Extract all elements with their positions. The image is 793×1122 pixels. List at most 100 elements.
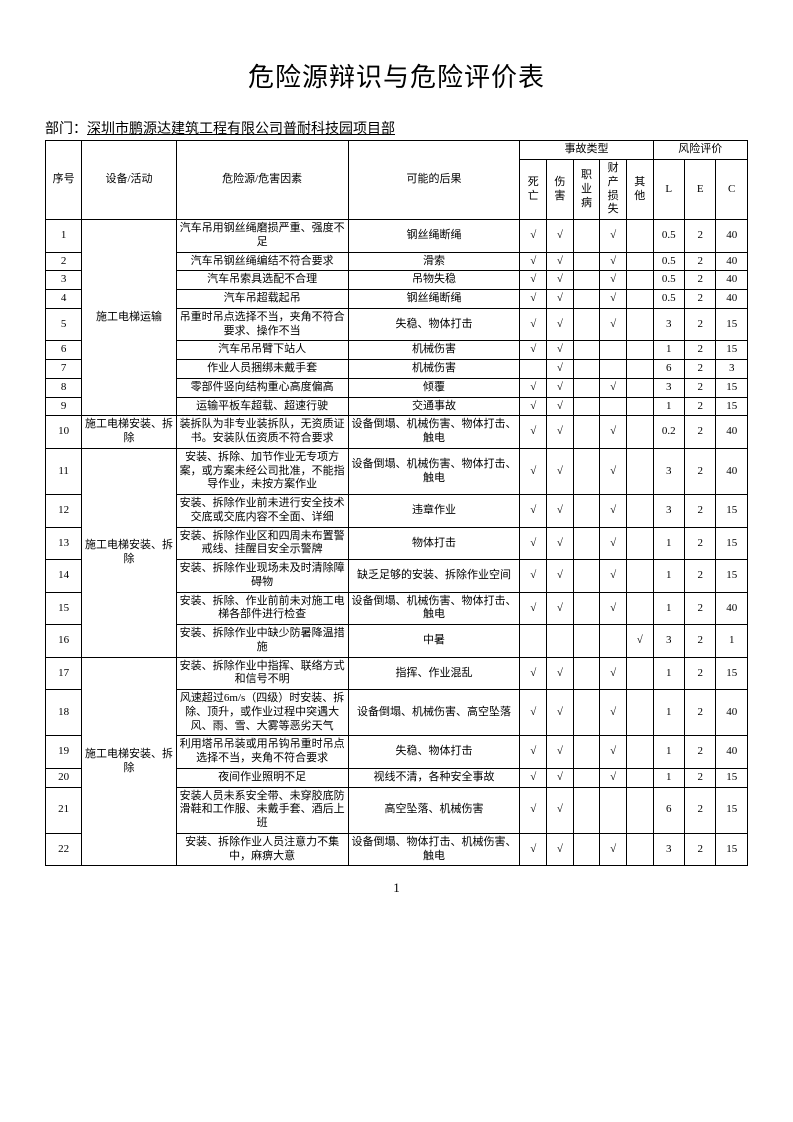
cell-seq: 21 — [46, 787, 82, 833]
cell-acc — [626, 220, 653, 253]
cell-acc: √ — [600, 378, 627, 397]
page-number: 1 — [45, 880, 748, 896]
cell-acc — [626, 290, 653, 309]
cell-risk: 2 — [685, 252, 716, 271]
cell-hazard: 安装人员未系安全带、未穿胶底防滑鞋和工作服、未戴手套、酒后上班 — [176, 787, 348, 833]
cell-risk: 40 — [716, 252, 748, 271]
cell-acc — [626, 448, 653, 494]
cell-risk: 15 — [716, 341, 748, 360]
cell-consequence: 设备倒塌、机械伤害、高空坠落 — [348, 690, 520, 736]
cell-risk: 40 — [716, 448, 748, 494]
cell-seq: 15 — [46, 592, 82, 625]
cell-hazard: 安装、拆除、作业前前未对施工电梯各部件进行检查 — [176, 592, 348, 625]
cell-consequence: 钢丝绳断绳 — [348, 220, 520, 253]
cell-acc: √ — [547, 560, 574, 593]
cell-risk: 15 — [716, 495, 748, 528]
cell-acc: √ — [520, 416, 547, 449]
cell-seq: 18 — [46, 690, 82, 736]
cell-acc: √ — [547, 220, 574, 253]
cell-risk: 3 — [653, 833, 684, 866]
cell-acc — [573, 690, 600, 736]
cell-acc — [573, 308, 600, 341]
risk-table: 序号 设备/活动 危险源/危害因素 可能的后果 事故类型 风险评价 死亡 伤害 … — [45, 140, 748, 866]
cell-acc: √ — [600, 768, 627, 787]
cell-acc: √ — [547, 252, 574, 271]
cell-acc: √ — [600, 220, 627, 253]
cell-seq: 20 — [46, 768, 82, 787]
cell-acc — [626, 527, 653, 560]
cell-hazard: 零部件竖向结构重心高度偏高 — [176, 378, 348, 397]
cell-acc — [573, 448, 600, 494]
cell-risk: 40 — [716, 290, 748, 309]
cell-acc: √ — [547, 657, 574, 690]
cell-acc — [573, 378, 600, 397]
cell-risk: 2 — [685, 397, 716, 416]
cell-consequence: 钢丝绳断绳 — [348, 290, 520, 309]
cell-acc — [573, 768, 600, 787]
cell-hazard: 运输平板车超载、超速行驶 — [176, 397, 348, 416]
cell-risk: 2 — [685, 657, 716, 690]
cell-consequence: 缺乏足够的安装、拆除作业空间 — [348, 560, 520, 593]
cell-acc: √ — [547, 736, 574, 769]
cell-hazard: 安装、拆除作业人员注意力不集中，麻痹大意 — [176, 833, 348, 866]
cell-risk: 0.5 — [653, 252, 684, 271]
cell-risk: 40 — [716, 416, 748, 449]
cell-acc: √ — [547, 768, 574, 787]
cell-consequence: 设备倒塌、机械伤害、物体打击、触电 — [348, 416, 520, 449]
cell-activity: 施工电梯运输 — [82, 220, 176, 416]
cell-acc: √ — [626, 625, 653, 658]
cell-acc: √ — [520, 271, 547, 290]
cell-acc: √ — [547, 592, 574, 625]
cell-acc — [573, 592, 600, 625]
cell-acc: √ — [600, 495, 627, 528]
cell-risk: 2 — [685, 271, 716, 290]
cell-risk: 1 — [653, 736, 684, 769]
cell-acc — [626, 252, 653, 271]
cell-risk: 0.2 — [653, 416, 684, 449]
cell-acc — [626, 833, 653, 866]
cell-risk: 1 — [653, 690, 684, 736]
th-accident-group: 事故类型 — [520, 141, 653, 160]
cell-acc: √ — [520, 308, 547, 341]
cell-risk: 15 — [716, 308, 748, 341]
th-activity: 设备/活动 — [82, 141, 176, 220]
cell-consequence: 违章作业 — [348, 495, 520, 528]
cell-acc: √ — [600, 560, 627, 593]
cell-risk: 2 — [685, 448, 716, 494]
cell-risk: 2 — [685, 625, 716, 658]
cell-acc — [626, 787, 653, 833]
cell-consequence: 失稳、物体打击 — [348, 308, 520, 341]
cell-risk: 3 — [653, 495, 684, 528]
cell-seq: 17 — [46, 657, 82, 690]
cell-acc — [626, 768, 653, 787]
cell-risk: 3 — [653, 448, 684, 494]
cell-acc — [547, 625, 574, 658]
cell-hazard: 安装、拆除作业前未进行安全技术交底或交底内容不全面、详细 — [176, 495, 348, 528]
cell-seq: 4 — [46, 290, 82, 309]
th-risk-l: L — [653, 160, 684, 220]
cell-risk: 6 — [653, 787, 684, 833]
cell-acc: √ — [547, 787, 574, 833]
cell-risk: 2 — [685, 560, 716, 593]
cell-acc — [600, 341, 627, 360]
cell-acc — [520, 625, 547, 658]
cell-risk: 1 — [653, 341, 684, 360]
cell-hazard: 安装、拆除作业中缺少防暑降温措施 — [176, 625, 348, 658]
cell-acc — [626, 736, 653, 769]
cell-seq: 7 — [46, 360, 82, 379]
cell-acc: √ — [520, 290, 547, 309]
cell-consequence: 交通事故 — [348, 397, 520, 416]
th-acc-2: 职业病 — [573, 160, 600, 220]
cell-consequence: 设备倒塌、机械伤害、物体打击、触电 — [348, 592, 520, 625]
cell-acc — [573, 341, 600, 360]
cell-acc — [573, 657, 600, 690]
cell-consequence: 视线不清，各种安全事故 — [348, 768, 520, 787]
cell-seq: 10 — [46, 416, 82, 449]
cell-acc: √ — [520, 220, 547, 253]
table-header: 序号 设备/活动 危险源/危害因素 可能的后果 事故类型 风险评价 死亡 伤害 … — [46, 141, 748, 220]
cell-risk: 15 — [716, 768, 748, 787]
table-row: 17施工电梯安装、拆除安装、拆除作业中指挥、联络方式和信号不明指挥、作业混乱√√… — [46, 657, 748, 690]
cell-acc: √ — [600, 833, 627, 866]
cell-acc: √ — [520, 560, 547, 593]
cell-hazard: 安装、拆除作业区和四周未布置警戒线、挂醒目安全示警牌 — [176, 527, 348, 560]
